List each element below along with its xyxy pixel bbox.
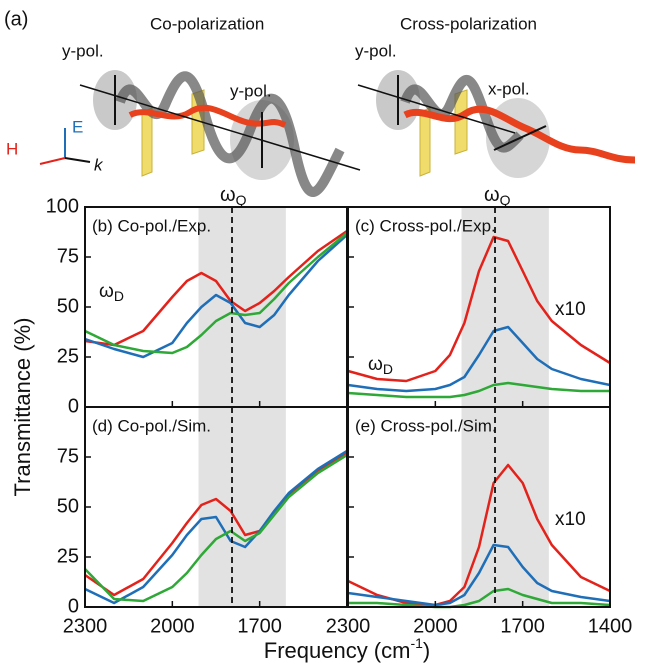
omega-q-label: ωQ: [484, 184, 511, 207]
scale-label: x10: [555, 299, 586, 320]
pol-label: y-pol.: [62, 41, 104, 60]
panel-title: Co-polarization: [150, 14, 264, 33]
x-tick-label: 2000: [413, 615, 458, 637]
series-line: [347, 381, 610, 399]
y-tick-label: 75: [57, 445, 79, 467]
x-tick-label: 2300: [326, 615, 371, 637]
omega-d-label: ωD: [368, 354, 393, 377]
axis-label: k: [94, 155, 104, 174]
axis-k: [64, 157, 91, 163]
omega-symbol: ω: [99, 281, 114, 302]
series-line: [84, 449, 348, 605]
shaded-band: [198, 407, 286, 607]
series-line: [347, 235, 611, 383]
wave: [403, 105, 636, 164]
pol-arrow: [493, 125, 547, 151]
y-tick-label: 50: [57, 295, 79, 317]
axis-h: [39, 157, 66, 165]
series-line: [84, 453, 348, 603]
series-line: [347, 463, 611, 607]
slab: [141, 107, 153, 177]
omega-subscript: D: [383, 361, 393, 377]
series-line: [347, 325, 611, 393]
omega-symbol: ω: [368, 354, 383, 375]
beam-axis: [79, 84, 361, 171]
shaded-band: [198, 207, 286, 407]
shaded-band: [461, 207, 549, 407]
y-tick-label: 0: [68, 595, 79, 617]
panel-label: (b) Co-pol./Exp.: [92, 216, 211, 235]
shaded-band: [461, 407, 549, 607]
y-tick-label: 25: [57, 545, 79, 567]
panel-label: (c) Cross-pol./Exp.: [355, 216, 496, 235]
axis-label: H: [6, 139, 18, 158]
y-tick-label: 50: [57, 495, 79, 517]
pol-label: x-pol.: [488, 79, 530, 98]
omega-q-label: ωQ: [220, 184, 247, 207]
y-tick-label: 100: [46, 195, 79, 217]
pol-label: y-pol.: [230, 81, 272, 100]
panel-label: (a): [4, 8, 28, 30]
panel-label: (d) Co-pol./Sim.: [92, 416, 211, 435]
slab: [419, 107, 431, 177]
series-line: [347, 543, 611, 607]
panel-title: Cross-polarization: [400, 14, 537, 33]
x-tick-label: 2300: [63, 615, 108, 637]
y-axis-label: Transmittance (%): [10, 318, 35, 497]
wave: [400, 75, 524, 153]
y-tick-label: 0: [68, 395, 79, 417]
schematic: (a) Co-polarization Cross-polarization y…: [4, 8, 636, 197]
omega-d-label: ωD: [99, 281, 124, 304]
x-axis-label: Frequency (cm-1): [264, 635, 431, 663]
series-line: [84, 232, 348, 355]
pol-label: y-pol.: [355, 41, 397, 60]
beam-axis: [357, 84, 516, 134]
series-line: [84, 234, 348, 359]
scale-label: x10: [555, 509, 586, 530]
axis-label: E: [72, 117, 83, 136]
panel-label: (e) Cross-pol./Sim.: [355, 416, 497, 435]
x-tick-label: 2000: [150, 615, 195, 637]
x-tick-label: 1700: [500, 615, 545, 637]
x-tick-label: 1700: [237, 615, 282, 637]
y-tick-label: 75: [57, 245, 79, 267]
series-line: [84, 451, 348, 597]
y-tick-label: 25: [57, 345, 79, 367]
omega-subscript: D: [114, 288, 124, 304]
wave: [128, 104, 287, 128]
series-line: [84, 229, 348, 347]
series-line: [348, 587, 611, 609]
slab: [454, 89, 468, 155]
x-tick-label: 1400: [588, 615, 633, 637]
